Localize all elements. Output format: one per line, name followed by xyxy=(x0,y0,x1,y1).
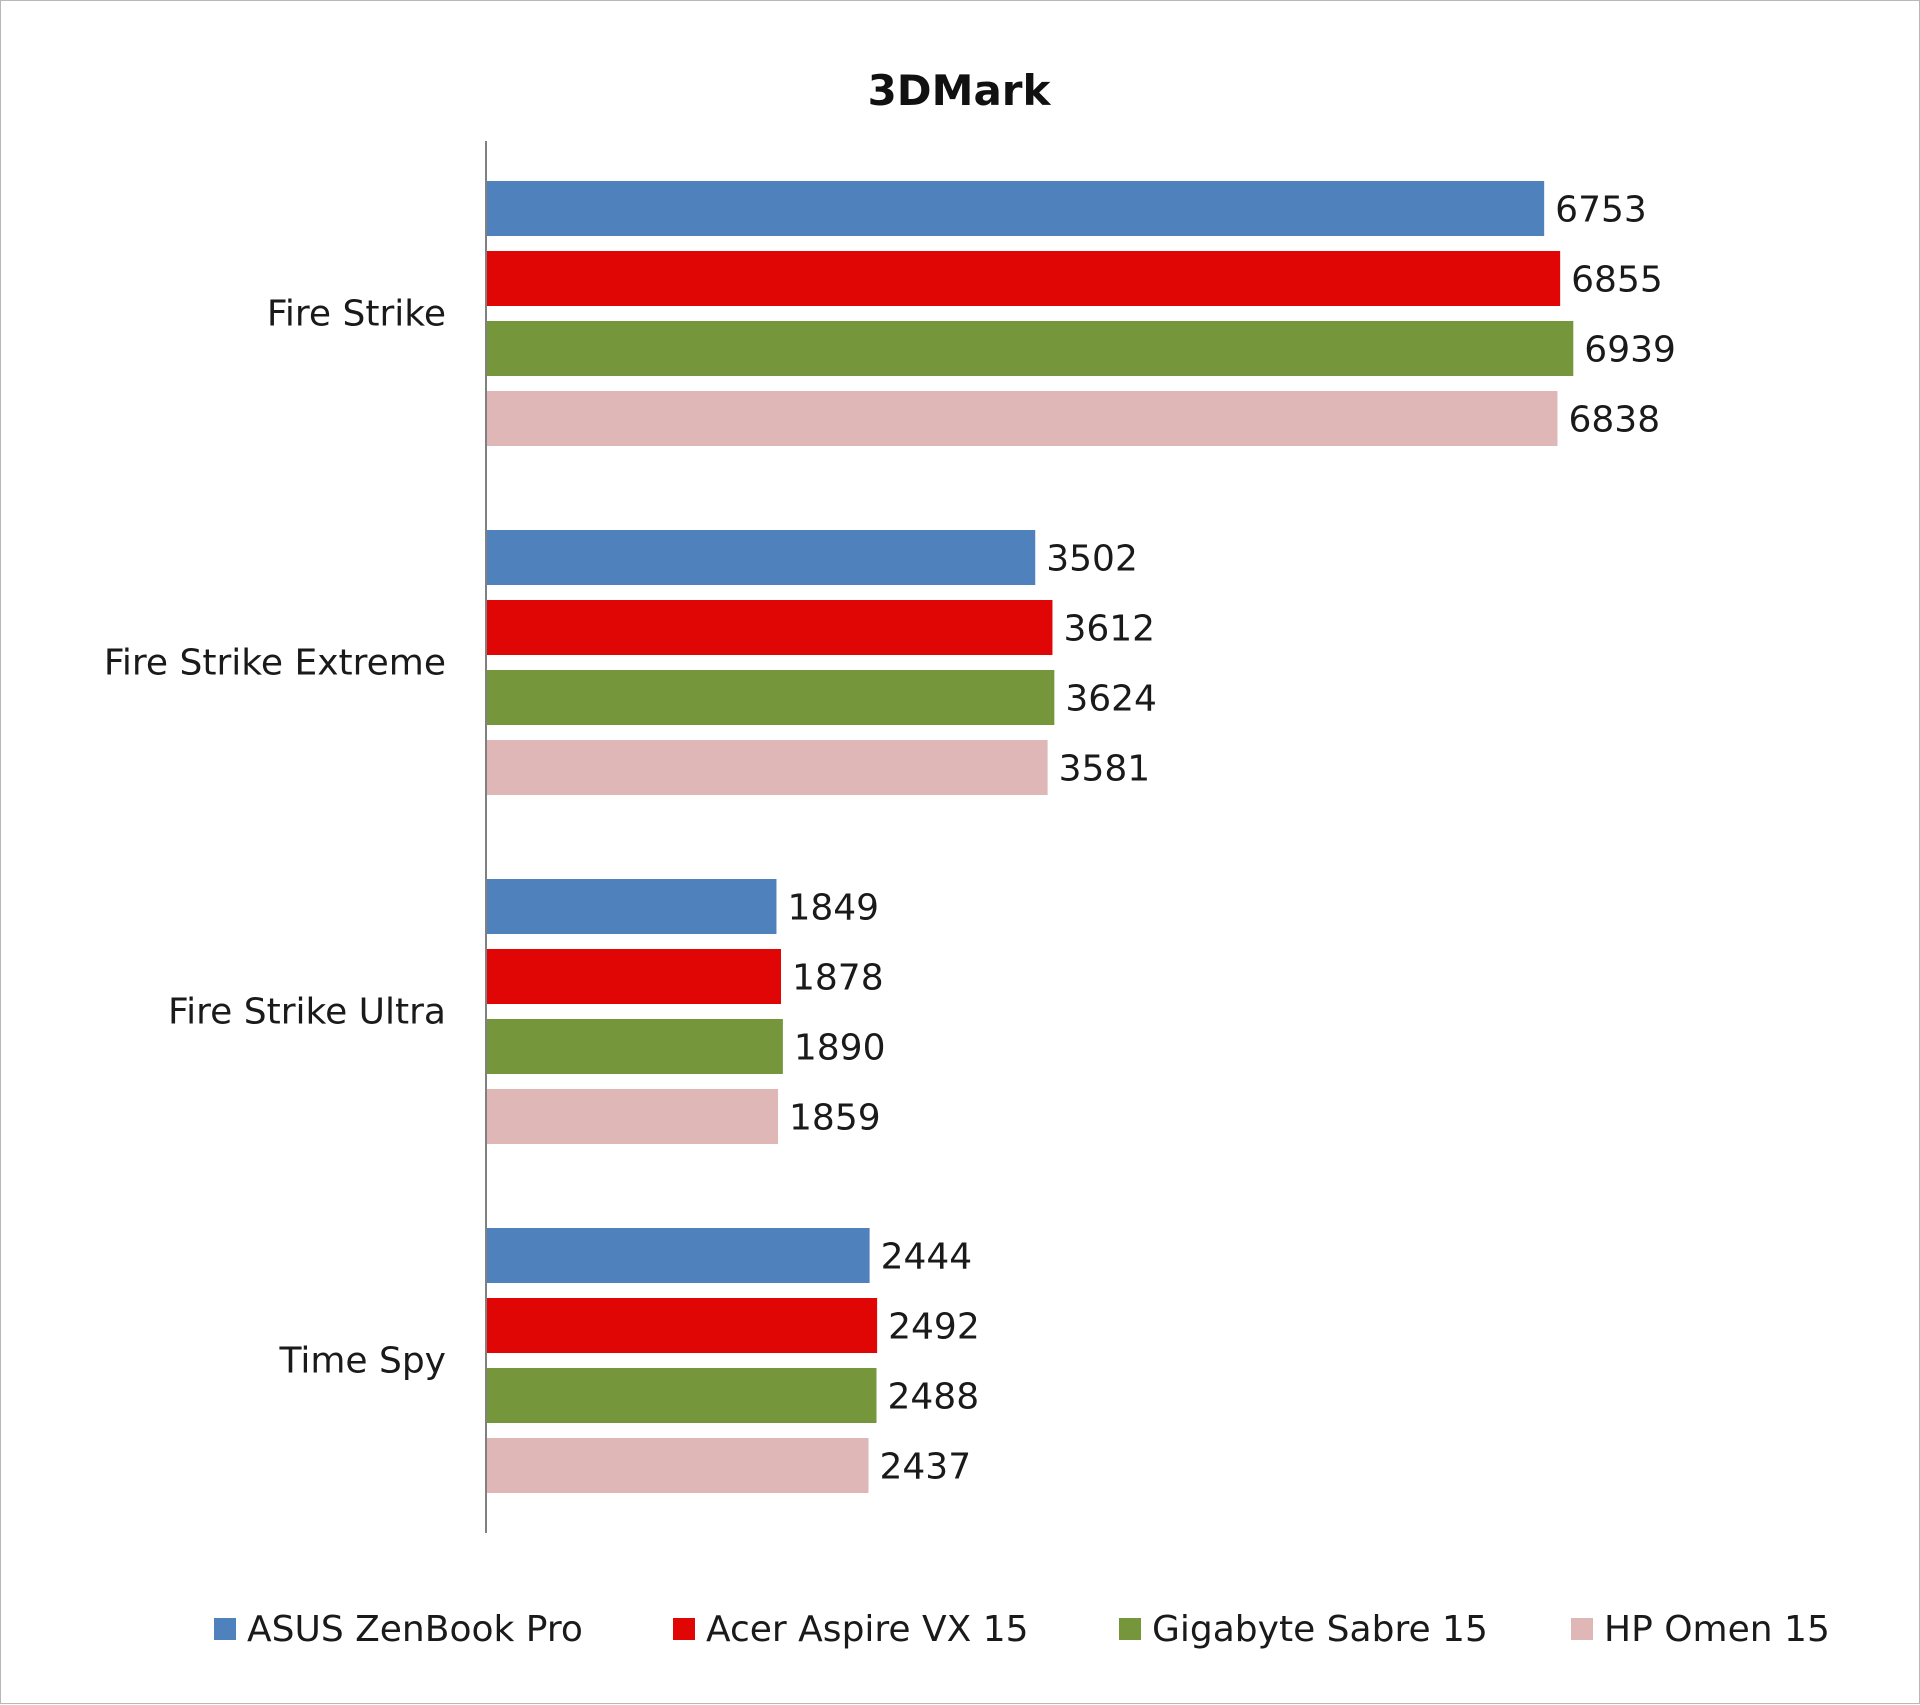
data-label-fire-strike-acer-aspire-vx-15: 6855 xyxy=(1571,260,1663,301)
bar-fire-strike-extreme-hp-omen-15 xyxy=(487,740,1048,795)
bar-time-spy-gigabyte-sabre-15 xyxy=(487,1368,877,1423)
legend-swatch-asus-zenbook-pro xyxy=(214,1618,236,1640)
data-label-fire-strike-hp-omen-15: 6838 xyxy=(1568,400,1660,441)
data-label-fire-strike-extreme-acer-aspire-vx-15: 3612 xyxy=(1063,609,1155,650)
legend-label-gigabyte-sabre-15: Gigabyte Sabre 15 xyxy=(1152,1609,1488,1650)
data-label-fire-strike-ultra-gigabyte-sabre-15: 1890 xyxy=(794,1028,886,1069)
legend-swatch-hp-omen-15 xyxy=(1571,1618,1593,1640)
bar-time-spy-asus-zenbook-pro xyxy=(487,1228,870,1283)
legend: ASUS ZenBook Pro Acer Aspire VX 15 Gigabyt… xyxy=(214,1609,1830,1650)
data-label-time-spy-gigabyte-sabre-15: 2488 xyxy=(887,1377,979,1418)
bar-fire-strike-ultra-hp-omen-15 xyxy=(487,1089,779,1144)
bar-fire-strike-acer-aspire-vx-15 xyxy=(487,251,1561,306)
bar-fire-strike-extreme-asus-zenbook-pro xyxy=(487,530,1036,585)
data-label-fire-strike-extreme-hp-omen-15: 3581 xyxy=(1059,749,1151,790)
bars-layer xyxy=(487,181,1574,1493)
data-label-fire-strike-gigabyte-sabre-15: 6939 xyxy=(1584,330,1676,371)
category-label-fire-strike-ultra: Fire Strike Ultra xyxy=(168,992,446,1033)
bar-fire-strike-hp-omen-15 xyxy=(487,391,1558,446)
bar-time-spy-acer-aspire-vx-15 xyxy=(487,1298,878,1353)
bar-fire-strike-asus-zenbook-pro xyxy=(487,181,1545,236)
data-label-fire-strike-asus-zenbook-pro: 6753 xyxy=(1555,190,1647,231)
data-label-fire-strike-extreme-gigabyte-sabre-15: 3624 xyxy=(1065,679,1157,720)
legend-label-hp-omen-15: HP Omen 15 xyxy=(1604,1609,1830,1650)
legend-label-asus-zenbook-pro: ASUS ZenBook Pro xyxy=(247,1609,583,1650)
labels-layer: Fire Strike 6753 6855 6939 6838 Fire Strike E… xyxy=(104,190,1676,1488)
chart-title: 3DMark xyxy=(868,66,1052,115)
data-label-fire-strike-ultra-hp-omen-15: 1859 xyxy=(789,1098,881,1139)
category-label-fire-strike-extreme: Fire Strike Extreme xyxy=(104,643,446,684)
bar-fire-strike-gigabyte-sabre-15 xyxy=(487,321,1574,376)
bar-time-spy-hp-omen-15 xyxy=(487,1438,869,1493)
legend-swatch-gigabyte-sabre-15 xyxy=(1119,1618,1141,1640)
data-label-time-spy-asus-zenbook-pro: 2444 xyxy=(881,1237,973,1278)
bar-fire-strike-ultra-acer-aspire-vx-15 xyxy=(487,949,782,1004)
bar-fire-strike-extreme-acer-aspire-vx-15 xyxy=(487,600,1053,655)
data-label-fire-strike-ultra-acer-aspire-vx-15: 1878 xyxy=(792,958,884,999)
legend-swatch-acer-aspire-vx-15 xyxy=(673,1618,695,1640)
bar-fire-strike-extreme-gigabyte-sabre-15 xyxy=(487,670,1055,725)
data-label-time-spy-acer-aspire-vx-15: 2492 xyxy=(888,1307,980,1348)
legend-label-acer-aspire-vx-15: Acer Aspire VX 15 xyxy=(706,1609,1029,1650)
bar-fire-strike-ultra-asus-zenbook-pro xyxy=(487,879,777,934)
bar-fire-strike-ultra-gigabyte-sabre-15 xyxy=(487,1019,783,1074)
category-label-time-spy: Time Spy xyxy=(278,1341,446,1382)
data-label-fire-strike-ultra-asus-zenbook-pro: 1849 xyxy=(787,888,879,929)
data-label-time-spy-hp-omen-15: 2437 xyxy=(880,1447,972,1488)
data-label-fire-strike-extreme-asus-zenbook-pro: 3502 xyxy=(1046,539,1138,580)
category-label-fire-strike: Fire Strike xyxy=(267,294,446,335)
